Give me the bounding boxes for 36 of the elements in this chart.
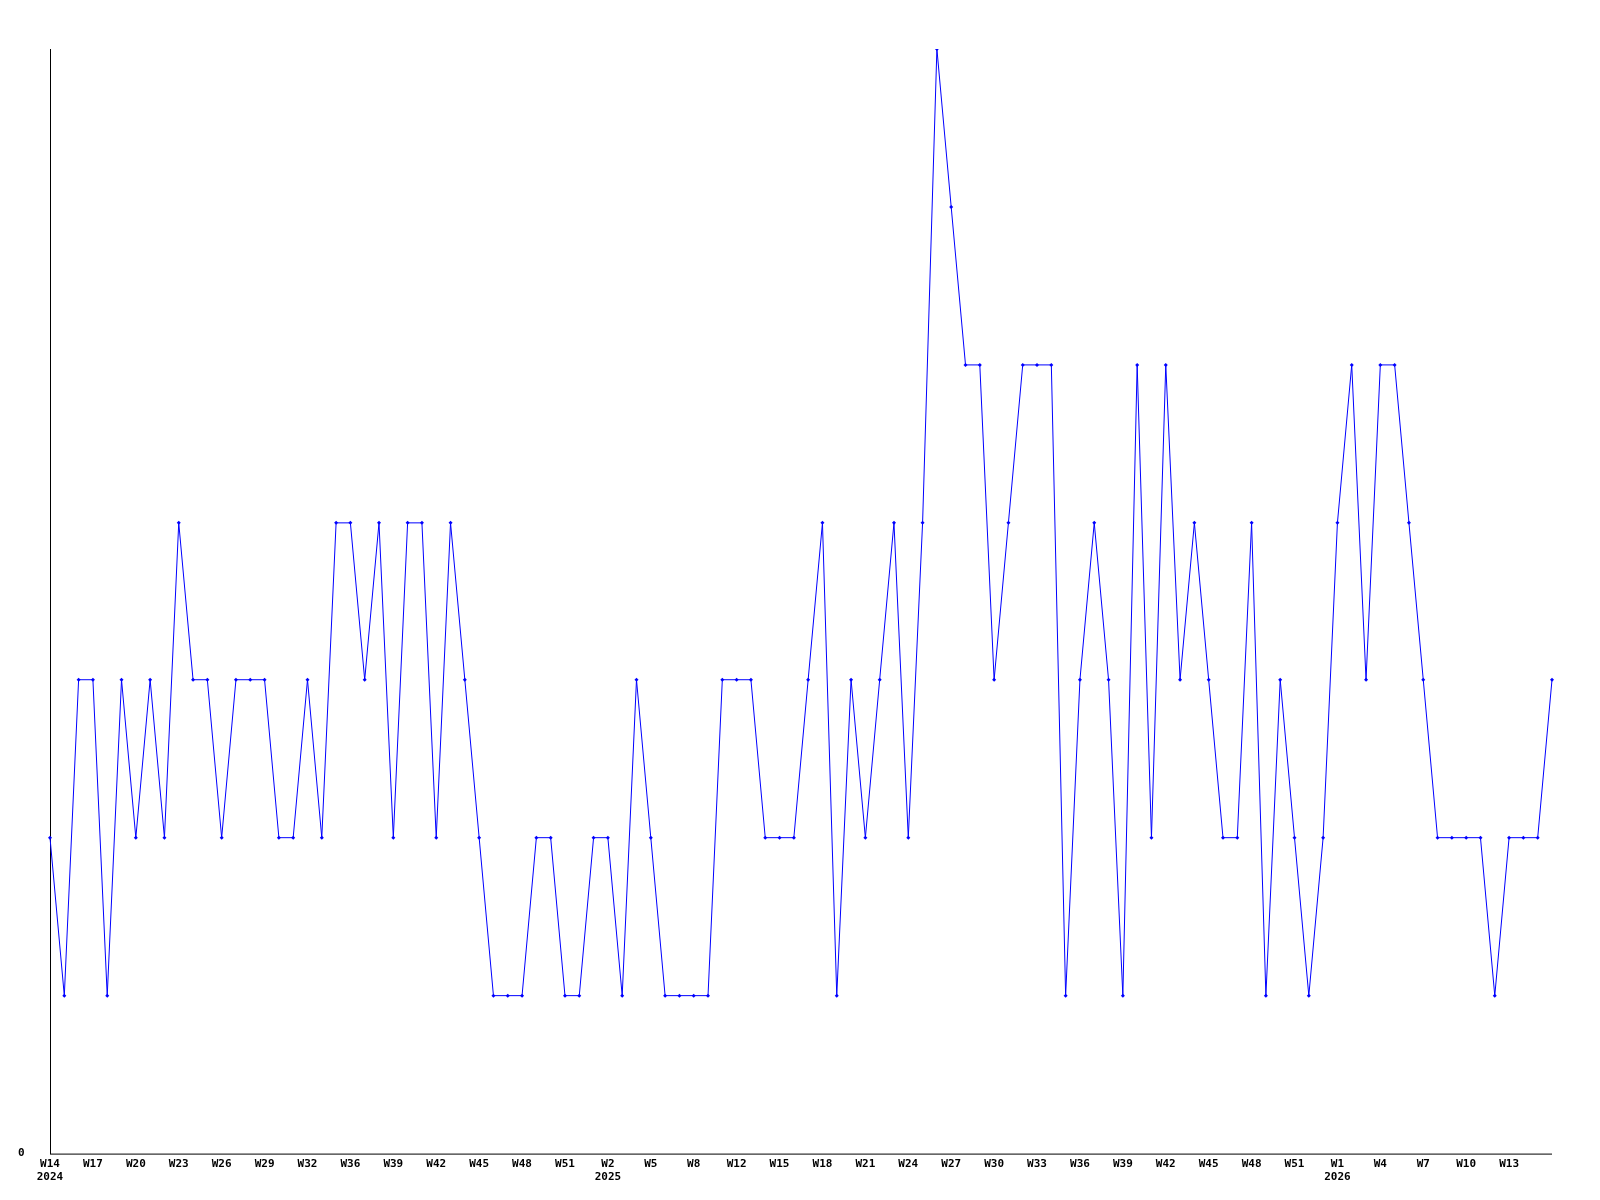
text: 0 bbox=[18, 1146, 25, 1160]
x-tick-label: W10 bbox=[1456, 1157, 1477, 1171]
x-tick-label: W51 bbox=[1284, 1157, 1305, 1171]
x-tick-label: W45 bbox=[1198, 1157, 1219, 1171]
x-tick-label: W13 bbox=[1499, 1157, 1520, 1171]
x-tick-label: W21 bbox=[855, 1157, 876, 1171]
x-tick-label: W36 bbox=[1070, 1157, 1091, 1171]
x-tick-label: W42 bbox=[1155, 1157, 1176, 1171]
x-tick-label: W48 bbox=[1241, 1157, 1262, 1171]
x-tick-label: W4 bbox=[1373, 1157, 1388, 1171]
x-tick-label: W5 bbox=[644, 1157, 658, 1171]
x-tick-label: W39 bbox=[383, 1157, 404, 1171]
x-tick-label: W45 bbox=[469, 1157, 490, 1171]
x-tick-label: W48 bbox=[512, 1157, 532, 1171]
x-tick-label: W7 bbox=[1416, 1157, 1430, 1171]
x-tick-label: W29 bbox=[254, 1157, 275, 1171]
x-tick-label: W26 bbox=[211, 1157, 232, 1171]
x-tick-label: W15 bbox=[769, 1157, 790, 1171]
x-tick-label: W39 bbox=[1112, 1157, 1133, 1171]
x-tick-label: W51 bbox=[555, 1157, 576, 1171]
x-tick-label: W12 bbox=[726, 1157, 747, 1171]
x-tick-label: W23 bbox=[168, 1157, 189, 1171]
x-tick-label: W18 bbox=[812, 1157, 833, 1171]
x-tick-label: W24 bbox=[898, 1157, 919, 1171]
x-tick-label: W27 bbox=[941, 1157, 962, 1171]
x-tick-label: W20 bbox=[125, 1157, 146, 1171]
x-tick-label: W36 bbox=[340, 1157, 361, 1171]
x-tick-label: W30 bbox=[984, 1157, 1005, 1171]
x-tick-label: W33 bbox=[1027, 1157, 1047, 1171]
x-tick-label: W14 2024 bbox=[36, 1157, 64, 1184]
x-tick-label: W42 bbox=[426, 1157, 447, 1171]
x-tick-label: W32 bbox=[297, 1157, 318, 1171]
x-tick-label: W2 2025 bbox=[594, 1157, 622, 1184]
x-tick-label: W1 2026 bbox=[1324, 1157, 1352, 1184]
x-tick-label: W8 bbox=[687, 1157, 701, 1171]
x-tick-label: W17 bbox=[82, 1157, 103, 1171]
